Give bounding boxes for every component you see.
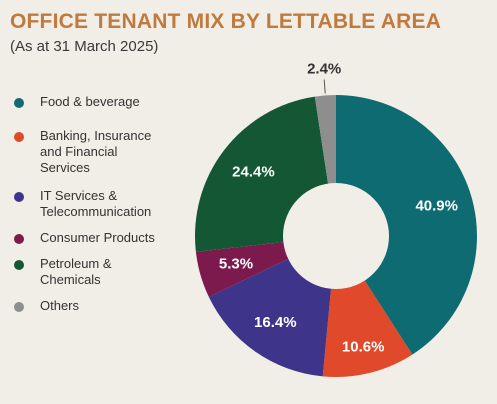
chart-subtitle: (As at 31 March 2025) bbox=[10, 38, 159, 55]
slice-label-food-beverage: 40.9% bbox=[415, 197, 458, 214]
chart-title: OFFICE TENANT MIX BY LETTABLE AREA bbox=[10, 10, 442, 33]
legend-item-consumer-products: Consumer Products bbox=[14, 230, 190, 246]
legend-item-it-services: IT Services & Telecommunication bbox=[14, 188, 190, 220]
legend-swatch bbox=[14, 302, 24, 312]
slice-label-it-services: 16.4% bbox=[254, 314, 297, 331]
legend-swatch bbox=[14, 132, 24, 142]
donut-hole bbox=[283, 183, 389, 289]
legend-label: Others bbox=[40, 298, 80, 313]
legend-item-banking: Banking, Insurance and Financial Service… bbox=[14, 128, 190, 176]
slice-label-consumer-products: 5.3% bbox=[219, 256, 253, 273]
legend-label: Food & beverage bbox=[40, 94, 140, 109]
slice-label-petroleum-chemicals: 24.4% bbox=[232, 164, 275, 181]
slice-food-beverage bbox=[336, 95, 477, 355]
legend-label: Consumer Products bbox=[40, 230, 155, 245]
legend-item-food-beverage: Food & beverage bbox=[14, 94, 190, 110]
slice-label-banking: 10.6% bbox=[342, 339, 385, 356]
legend-item-petroleum-chemicals: Petroleum & Chemicals bbox=[14, 256, 190, 288]
legend-swatch bbox=[14, 234, 24, 244]
legend-label: Petroleum & Chemicals bbox=[40, 256, 112, 287]
legend-item-others: Others bbox=[14, 298, 190, 314]
legend-swatch bbox=[14, 192, 24, 202]
legend-label: IT Services & Telecommunication bbox=[40, 188, 152, 219]
slice-label-others: 2.4% bbox=[307, 60, 341, 77]
slice-labels: 40.9% 10.6% 16.4% 5.3% 24.4% 2.4% bbox=[219, 60, 458, 355]
legend-label: Banking, Insurance and Financial Service… bbox=[40, 128, 152, 175]
others-leader-line bbox=[323, 79, 326, 94]
legend-swatch bbox=[14, 98, 24, 108]
legend-swatch bbox=[14, 260, 24, 270]
